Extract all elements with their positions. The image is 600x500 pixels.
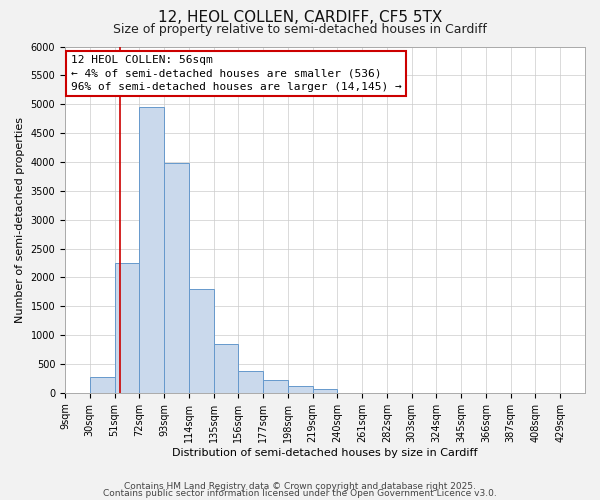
Bar bbox=[189, 289, 214, 393]
Bar bbox=[164, 164, 189, 393]
Bar bbox=[139, 107, 164, 393]
Bar bbox=[263, 380, 288, 393]
Bar bbox=[238, 371, 263, 393]
Bar bbox=[90, 378, 115, 393]
Y-axis label: Number of semi-detached properties: Number of semi-detached properties bbox=[15, 116, 25, 322]
Text: Contains HM Land Registry data © Crown copyright and database right 2025.: Contains HM Land Registry data © Crown c… bbox=[124, 482, 476, 491]
Bar bbox=[313, 388, 337, 393]
Text: Contains public sector information licensed under the Open Government Licence v3: Contains public sector information licen… bbox=[103, 489, 497, 498]
Text: 12, HEOL COLLEN, CARDIFF, CF5 5TX: 12, HEOL COLLEN, CARDIFF, CF5 5TX bbox=[158, 10, 442, 25]
X-axis label: Distribution of semi-detached houses by size in Cardiff: Distribution of semi-detached houses by … bbox=[172, 448, 478, 458]
Text: Size of property relative to semi-detached houses in Cardiff: Size of property relative to semi-detach… bbox=[113, 22, 487, 36]
Bar bbox=[288, 386, 313, 393]
Bar bbox=[214, 344, 238, 393]
Bar bbox=[115, 263, 139, 393]
Text: 12 HEOL COLLEN: 56sqm
← 4% of semi-detached houses are smaller (536)
96% of semi: 12 HEOL COLLEN: 56sqm ← 4% of semi-detac… bbox=[71, 55, 401, 92]
